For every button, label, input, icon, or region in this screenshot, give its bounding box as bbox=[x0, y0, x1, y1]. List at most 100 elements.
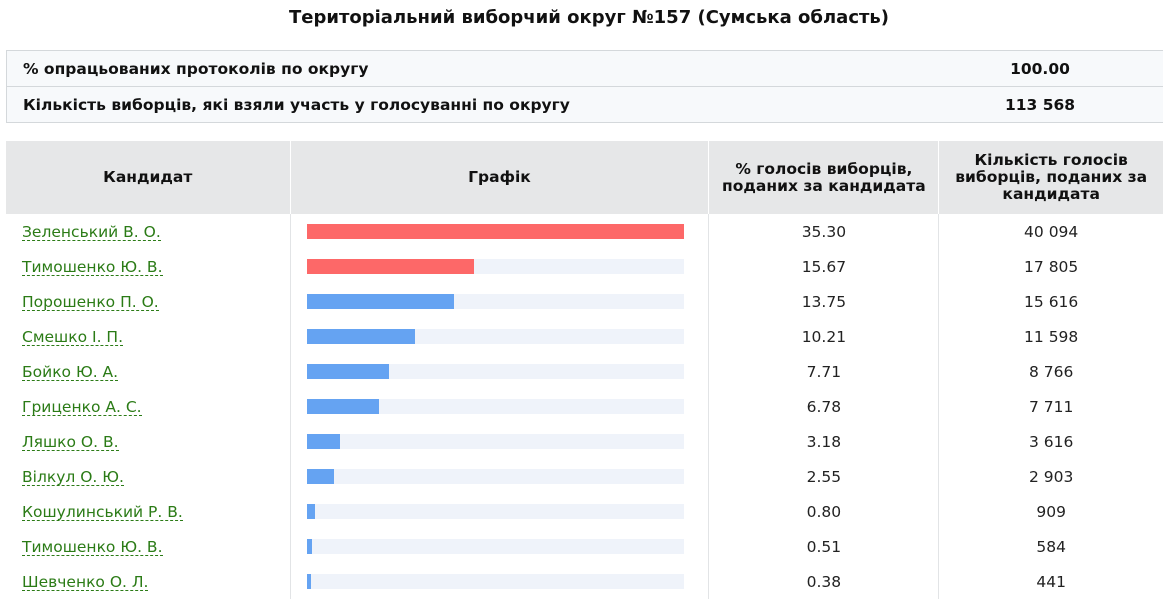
vote-count: 17 805 bbox=[938, 249, 1163, 284]
header-percent: % голосів виборців, поданих за кандидата bbox=[708, 141, 939, 214]
vote-bar-track bbox=[306, 259, 684, 274]
summary-label: Кількість виборців, які взяли участь у г… bbox=[23, 95, 570, 114]
vote-percent: 13.75 bbox=[708, 284, 939, 319]
vote-bar bbox=[306, 259, 474, 274]
candidate-link[interactable]: Бойко Ю. А. bbox=[22, 362, 119, 381]
vote-bar-track bbox=[306, 504, 684, 519]
summary-value: 113 568 bbox=[1004, 95, 1076, 114]
chart-cell bbox=[289, 564, 709, 599]
vote-bar bbox=[306, 364, 389, 379]
vote-bar bbox=[306, 504, 316, 519]
vote-count: 8 766 bbox=[938, 354, 1163, 389]
candidate-results-table: Кандидат Графік % голосів виборців, пода… bbox=[6, 141, 1163, 599]
candidate-cell: Ляшко О. В. bbox=[6, 424, 290, 459]
vote-count: 909 bbox=[938, 494, 1163, 529]
vote-bar bbox=[306, 294, 454, 309]
candidate-cell: Зеленський В. О. bbox=[6, 214, 290, 249]
candidate-link[interactable]: Гриценко А. С. bbox=[22, 397, 142, 416]
summary-row-turnout: Кількість виборців, які взяли участь у г… bbox=[7, 86, 1163, 122]
summary-value: 100.00 bbox=[1010, 59, 1070, 78]
vote-bar-track bbox=[306, 574, 684, 589]
candidate-cell: Гриценко А. С. bbox=[6, 389, 290, 424]
vote-count: 11 598 bbox=[938, 319, 1163, 354]
candidate-link[interactable]: Вілкул О. Ю. bbox=[22, 467, 124, 486]
vote-bar bbox=[306, 329, 416, 344]
vote-percent: 0.80 bbox=[708, 494, 939, 529]
chart-cell bbox=[289, 319, 709, 354]
candidate-link[interactable]: Зеленський В. О. bbox=[22, 222, 161, 241]
summary-row-protocols: % опрацьованих протоколів по округу 100.… bbox=[7, 51, 1163, 86]
candidate-link[interactable]: Тимошенко Ю. В. bbox=[22, 257, 163, 276]
table-row: Гриценко А. С. 6.78 7 711 bbox=[6, 389, 1163, 424]
chart-cell bbox=[289, 529, 709, 564]
vote-bar-track bbox=[306, 294, 684, 309]
district-summary: % опрацьованих протоколів по округу 100.… bbox=[6, 50, 1163, 123]
vote-bar bbox=[306, 539, 312, 554]
candidate-link[interactable]: Ляшко О. В. bbox=[22, 432, 119, 451]
vote-bar bbox=[306, 434, 341, 449]
vote-percent: 15.67 bbox=[708, 249, 939, 284]
chart-cell bbox=[289, 284, 709, 319]
chart-cell bbox=[289, 459, 709, 494]
vote-count: 40 094 bbox=[938, 214, 1163, 249]
vote-percent: 0.38 bbox=[708, 564, 939, 599]
candidate-cell: Порошенко П. О. bbox=[6, 284, 290, 319]
candidate-cell: Бойко Ю. А. bbox=[6, 354, 290, 389]
vote-count: 441 bbox=[938, 564, 1163, 599]
table-row: Зеленський В. О. 35.30 40 094 bbox=[6, 214, 1163, 249]
table-row: Вілкул О. Ю. 2.55 2 903 bbox=[6, 459, 1163, 494]
candidate-link[interactable]: Смешко І. П. bbox=[22, 327, 124, 346]
header-votes: Кількість голосів виборців, поданих за к… bbox=[938, 141, 1163, 214]
candidate-link[interactable]: Тимошенко Ю. В. bbox=[22, 537, 163, 556]
vote-count: 7 711 bbox=[938, 389, 1163, 424]
vote-percent: 35.30 bbox=[708, 214, 939, 249]
candidate-cell: Тимошенко Ю. В. bbox=[6, 529, 290, 564]
table-row: Ляшко О. В. 3.18 3 616 bbox=[6, 424, 1163, 459]
chart-cell bbox=[289, 354, 709, 389]
vote-percent: 10.21 bbox=[708, 319, 939, 354]
chart-cell bbox=[289, 389, 709, 424]
vote-percent: 7.71 bbox=[708, 354, 939, 389]
chart-cell bbox=[289, 424, 709, 459]
vote-bar-track bbox=[306, 364, 684, 379]
header-candidate: Кандидат bbox=[6, 141, 291, 214]
vote-bar-track bbox=[306, 224, 684, 239]
chart-cell bbox=[289, 214, 709, 249]
vote-bar-track bbox=[306, 399, 684, 414]
table-row: Порошенко П. О. 13.75 15 616 bbox=[6, 284, 1163, 319]
vote-percent: 0.51 bbox=[708, 529, 939, 564]
chart-cell bbox=[289, 249, 709, 284]
vote-count: 15 616 bbox=[938, 284, 1163, 319]
candidate-link[interactable]: Шевченко О. Л. bbox=[22, 572, 149, 591]
vote-count: 2 903 bbox=[938, 459, 1163, 494]
table-row: Кошулинський Р. В. 0.80 909 bbox=[6, 494, 1163, 529]
candidate-cell: Шевченко О. Л. bbox=[6, 564, 290, 599]
vote-bar bbox=[306, 399, 379, 414]
table-row: Шевченко О. Л. 0.38 441 bbox=[6, 564, 1163, 599]
vote-bar-track bbox=[306, 329, 684, 344]
vote-percent: 6.78 bbox=[708, 389, 939, 424]
table-row: Тимошенко Ю. В. 0.51 584 bbox=[6, 529, 1163, 564]
table-header-row: Кандидат Графік % голосів виборців, пода… bbox=[6, 141, 1163, 214]
chart-cell bbox=[289, 494, 709, 529]
page-title: Територіальний виборчий округ №157 (Сумс… bbox=[288, 7, 890, 28]
vote-percent: 2.55 bbox=[708, 459, 939, 494]
vote-bar-track bbox=[306, 434, 684, 449]
vote-bar bbox=[306, 574, 311, 589]
vote-bar bbox=[306, 224, 684, 239]
vote-bar-track bbox=[306, 539, 684, 554]
vote-percent: 3.18 bbox=[708, 424, 939, 459]
candidate-link[interactable]: Порошенко П. О. bbox=[22, 292, 159, 311]
candidate-cell: Вілкул О. Ю. bbox=[6, 459, 290, 494]
candidate-cell: Смешко І. П. bbox=[6, 319, 290, 354]
table-row: Бойко Ю. А. 7.71 8 766 bbox=[6, 354, 1163, 389]
vote-bar bbox=[306, 469, 334, 484]
candidate-link[interactable]: Кошулинський Р. В. bbox=[22, 502, 183, 521]
table-row: Тимошенко Ю. В. 15.67 17 805 bbox=[6, 249, 1163, 284]
table-row: Смешко І. П. 10.21 11 598 bbox=[6, 319, 1163, 354]
vote-count: 584 bbox=[938, 529, 1163, 564]
candidate-cell: Тимошенко Ю. В. bbox=[6, 249, 290, 284]
candidate-cell: Кошулинський Р. В. bbox=[6, 494, 290, 529]
table-body: Зеленський В. О. 35.30 40 094 Тимошенко Ю. … bbox=[6, 214, 1163, 599]
header-chart: Графік bbox=[289, 141, 709, 214]
